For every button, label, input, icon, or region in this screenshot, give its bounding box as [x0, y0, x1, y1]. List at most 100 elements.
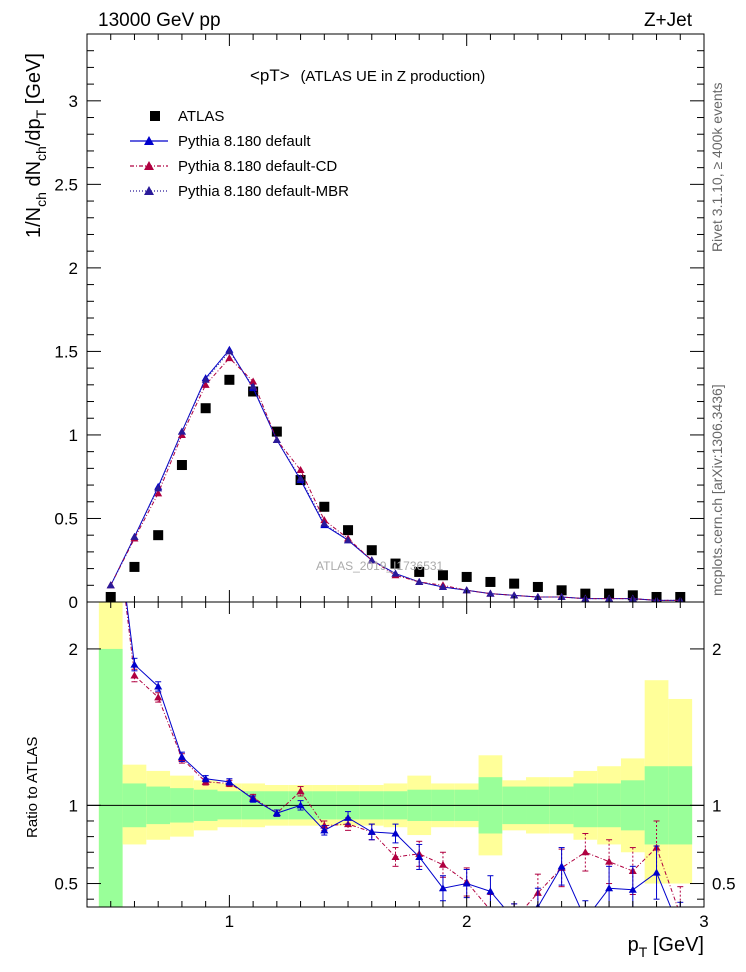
data-point-atlas [271, 426, 282, 437]
ratio-ylabel: Ratio to ATLAS [24, 737, 41, 838]
ratio-line-default [126, 602, 672, 907]
series-point-mbr [177, 427, 186, 435]
ratio-point-default [367, 827, 376, 835]
series-point-mbr [391, 569, 400, 577]
ratio-xlabel: pT [GeV] [628, 934, 704, 960]
ratio-point-cd [676, 911, 684, 918]
data-point-atlas [485, 576, 496, 587]
legend-label-cd: Pythia 8.180 default-CD [178, 158, 337, 175]
series-point-mbr [296, 474, 305, 482]
data-point-atlas [580, 588, 591, 599]
chart-marks [105, 345, 686, 933]
ratio-point-default [391, 829, 400, 837]
plot-title: <pT> (ATLAS UE in Z production) [250, 66, 485, 85]
ratio-point-default [107, 473, 115, 480]
ratio-point-cd [605, 857, 614, 865]
series-point-mbr [367, 556, 376, 564]
data-point-atlas [604, 588, 615, 599]
legend-label-default: Pythia 8.180 default [178, 133, 311, 150]
ratio-point-default [130, 660, 139, 668]
data-point-atlas [366, 545, 377, 556]
ratio-point-default [581, 916, 589, 923]
header-left-label: 13000 GeV pp [98, 10, 221, 31]
data-point-atlas [509, 578, 520, 589]
ratio-point-cd [391, 852, 400, 860]
main-ylabel: 1/Nch dNch/dpT [GeV] [23, 53, 49, 238]
data-point-atlas [153, 530, 164, 541]
series-point-mbr [320, 519, 329, 527]
x-tick-label: 2 [462, 912, 471, 931]
series-point-mbr [510, 591, 519, 599]
legend-marker-cd [144, 161, 154, 170]
data-point-atlas [319, 501, 330, 512]
data-point-atlas [437, 570, 448, 581]
main-y-tick-label: 0.5 [54, 509, 78, 528]
ratio-y-tick-label-right: 1 [712, 796, 721, 815]
series-point-mbr [438, 582, 447, 590]
data-point-atlas [176, 460, 187, 471]
ratio-marks [107, 473, 684, 933]
ratio-y-tick-label-right: 0.5 [712, 875, 736, 894]
series-point-cd [296, 466, 305, 474]
data-point-atlas [532, 581, 543, 592]
plot-title-main: <pT> [250, 66, 290, 85]
ratio-point-default [676, 926, 684, 933]
ratio-point-default [415, 852, 424, 860]
x-tick-label: 1 [225, 912, 234, 931]
series-point-mbr [249, 382, 258, 390]
legend: ATLAS Pythia 8.180 default Pythia 8.180 … [130, 108, 349, 200]
watermark: ATLAS_2019_I1736531 [316, 559, 444, 573]
ratio-point-default [249, 795, 258, 803]
ratio-point-cd [130, 671, 139, 679]
series-point-cd [249, 377, 258, 385]
ratio-point-default [628, 885, 637, 893]
ratio-point-cd [154, 693, 163, 701]
series-point-mbr [154, 484, 163, 492]
ratio-point-default [557, 862, 566, 870]
x-tick-label: 3 [699, 912, 708, 931]
ratio-y-tick-label: 2 [69, 640, 78, 659]
ratio-point-default [177, 752, 186, 760]
series-point-mbr [130, 532, 139, 540]
ratio-point-default [605, 884, 614, 892]
ratio-bands [98, 602, 693, 907]
ratio-point-cd [438, 860, 447, 868]
main-y-tick-label: 0 [69, 593, 78, 612]
legend-marker-default [144, 136, 154, 145]
ratio-point-default [225, 777, 234, 785]
ratio-point-default [438, 884, 447, 892]
ratio-y-tick-label-right: 2 [712, 640, 721, 659]
series-point-mbr [462, 586, 471, 594]
series-point-mbr [201, 375, 210, 383]
series-point-cd [154, 489, 163, 497]
ratio-point-cd [510, 916, 518, 923]
header-right-label: Z+Jet [644, 10, 693, 31]
ratio-point-default [296, 801, 305, 809]
ratio-point-default [462, 879, 471, 887]
main-y-tick-label: 1.5 [54, 342, 78, 361]
ratio-point-default [344, 813, 353, 821]
chart-axes: 1 2 300.511.522.530.5 0.51 12 2 [54, 33, 736, 931]
ratio-panel [87, 602, 704, 907]
series-point-cd [225, 354, 234, 362]
ratio-y-tick-label: 1 [69, 796, 78, 815]
data-point-atlas [556, 585, 567, 596]
ratio-y-tick-label: 0.5 [54, 875, 78, 894]
legend-label-atlas: ATLAS [178, 108, 224, 125]
data-point-atlas [248, 386, 259, 397]
ratio-point-default [652, 868, 661, 876]
data-point-atlas [224, 374, 235, 385]
ratio-point-default [320, 826, 329, 834]
data-point-atlas [343, 525, 354, 536]
series-point-mbr [415, 577, 424, 585]
main-y-tick-label: 1 [69, 426, 78, 445]
main-y-tick-label: 2 [69, 259, 78, 278]
series-point-mbr [486, 589, 495, 597]
ratio-point-default [510, 916, 518, 923]
ratio-point-default [201, 774, 210, 782]
ratio-point-default [486, 887, 495, 895]
ratio-point-cd [107, 473, 115, 480]
side-label-top: Rivet 3.1.10, ≥ 400k events [709, 82, 725, 252]
series-point-cd [201, 380, 210, 388]
